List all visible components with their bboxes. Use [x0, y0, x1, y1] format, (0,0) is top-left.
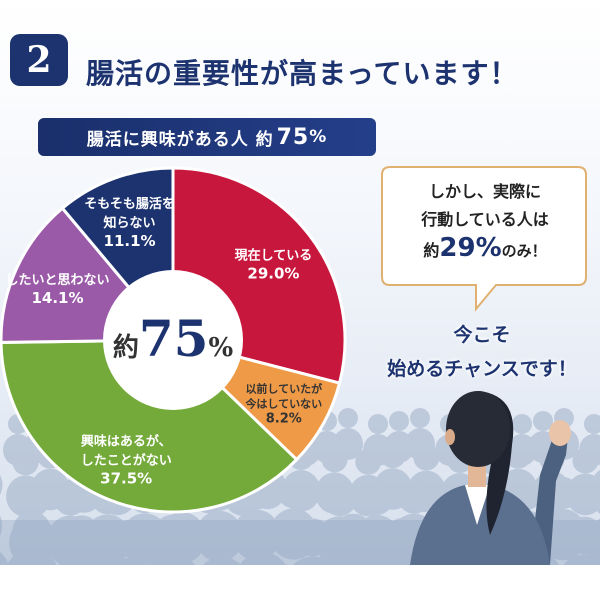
crowd-head	[62, 515, 101, 554]
infographic: 2 腸活の重要性が高まっています！ 腸活に興味がある人 約 75 % 現在してい…	[0, 0, 600, 565]
pie-slice-label: したいと思わない	[6, 273, 110, 288]
banner-value: 75	[276, 124, 310, 150]
pie-slice-value: 8.2%	[266, 412, 302, 427]
pie-slice-value: 37.5%	[100, 470, 152, 488]
crowd-head	[338, 408, 358, 428]
crowd-head	[12, 449, 39, 476]
crowd-head	[565, 516, 600, 555]
pie-slice-label: 今はしていない	[244, 397, 322, 411]
pie-slice	[0, 338, 299, 514]
crowd-head	[323, 484, 356, 517]
call-to-action: 今こそ 始めるチャンスです！	[372, 318, 592, 386]
crowd-head	[334, 513, 373, 552]
crowd-body	[562, 554, 600, 565]
callout-line-2: 行動している人は	[421, 210, 549, 229]
crowd-head	[384, 517, 423, 556]
section-number-badge: 2	[10, 34, 68, 86]
crowd-head	[533, 411, 553, 431]
crowd-head	[584, 414, 600, 434]
callout-unit: %	[475, 233, 502, 263]
crowd-head	[0, 519, 1, 533]
crowd-body	[292, 556, 333, 565]
cta-line-1: 今こそ	[453, 324, 511, 346]
crowd-head	[398, 481, 431, 514]
woman-raising-fist-illustration	[410, 391, 571, 565]
callout-line-1: しかし、実際に	[428, 182, 541, 201]
crowd-head	[512, 414, 532, 434]
crowd-head	[593, 487, 600, 514]
crowd-head	[17, 484, 50, 517]
crowd-head	[505, 442, 532, 469]
pie-slice-label: 知らない	[104, 215, 156, 231]
callout-value: 29	[439, 233, 476, 263]
speech-bubble	[381, 166, 587, 312]
pie-center-value: 75	[139, 309, 209, 368]
crowd-head	[153, 514, 192, 553]
callout-text: しかし、実際に 行動している人は 約29%のみ！	[392, 178, 578, 265]
pie-center-label: 約75%	[113, 309, 234, 368]
callout-prefix: 約	[423, 241, 440, 260]
headline: 腸活の重要性が高まっています！	[86, 57, 519, 90]
crowd-body	[0, 474, 3, 495]
crowd-head	[112, 519, 151, 558]
section-number: 2	[26, 39, 52, 81]
crowd-head	[361, 483, 393, 515]
crowd-head	[243, 514, 282, 553]
crowd-head	[368, 414, 388, 434]
pie-slice-label: したことがない	[81, 453, 172, 469]
crowd-head	[413, 444, 440, 471]
pie-center-unit: %	[208, 333, 233, 363]
pie-slice-value: 14.1%	[31, 289, 83, 307]
crowd-head	[12, 511, 51, 550]
crowd-body	[329, 551, 378, 565]
pie-center-prefix: 約	[113, 332, 139, 363]
pie-slice-label: 以前していたが	[245, 382, 322, 396]
interest-banner: 腸活に興味がある人 約 75 %	[38, 118, 376, 156]
crowd-head	[597, 445, 600, 463]
cta-line-2: 始めるチャンスです！	[387, 358, 577, 380]
crowd-head	[389, 411, 409, 431]
crowd-body	[112, 557, 151, 565]
pie-slice-value: 29.0%	[247, 264, 299, 282]
crowd-body	[149, 552, 196, 565]
pie-slice-label: 現在している	[235, 247, 313, 263]
crowd-head	[203, 519, 241, 557]
crowd-body	[239, 552, 287, 565]
banner-text: 腸活に興味がある人 約	[86, 129, 274, 150]
crowd-head	[355, 448, 382, 475]
crowd-body	[202, 557, 242, 565]
pie-slice-label: 興味はあるが、	[81, 434, 172, 450]
crowd-head	[321, 446, 348, 473]
crowd-body	[0, 515, 2, 536]
crowd-head	[379, 442, 406, 469]
crowd-body	[59, 553, 104, 565]
crowd-head	[293, 518, 332, 557]
crowd-head	[277, 476, 310, 509]
pie-slice-label: そもそも腸活を	[84, 196, 175, 212]
crowd-head	[54, 483, 87, 516]
crowd-head	[572, 447, 599, 474]
crowd-body	[6, 549, 57, 565]
callout-suffix: のみ！	[501, 242, 547, 260]
crowd-body	[0, 551, 9, 565]
pie-slice-value: 11.1%	[104, 232, 156, 250]
pie-center-circle	[103, 270, 243, 410]
callout-line-3: 約29%のみ！	[392, 234, 578, 265]
banner-unit: %	[309, 127, 328, 147]
crowd-head	[410, 408, 430, 428]
